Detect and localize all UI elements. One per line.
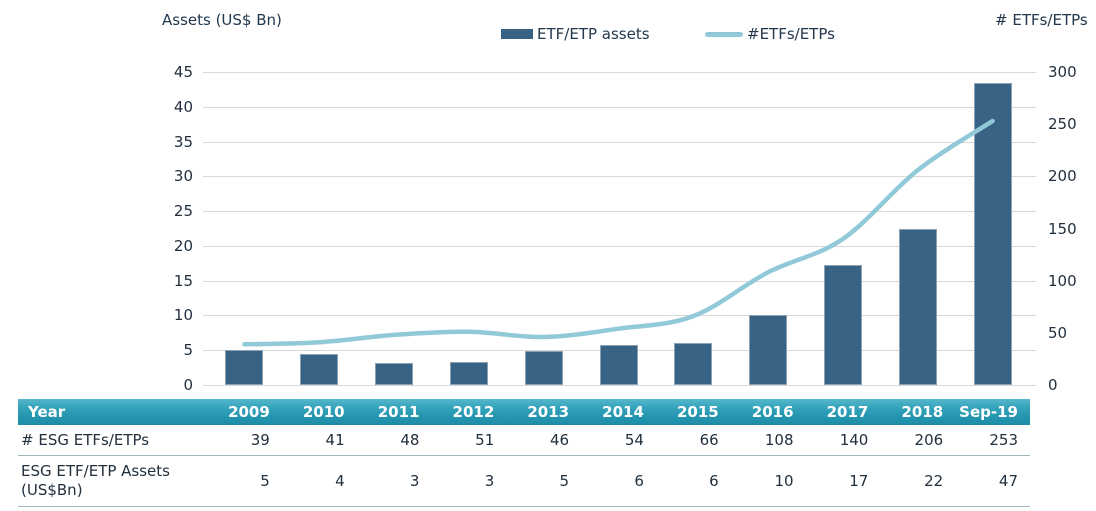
etf-count-cell: 108 <box>764 431 794 449</box>
etf-count-cell: 39 <box>250 431 270 449</box>
bar-2016 <box>749 314 788 385</box>
year-header-cell: 2017 <box>826 403 869 421</box>
etf-assets-cell: 47 <box>998 472 1018 490</box>
etf-count-cell: 48 <box>400 431 420 449</box>
left-axis-title: Assets (US$ Bn) <box>162 11 282 29</box>
bar-2012 <box>449 362 488 385</box>
bar-2009 <box>225 350 264 385</box>
year-header-cell: 2009 <box>228 403 270 421</box>
year-header-cell: 2010 <box>302 403 345 421</box>
gridline <box>203 106 1036 108</box>
gridline <box>203 211 1036 213</box>
etf-assets-cell: 3 <box>409 472 420 490</box>
etf-assets-cell: 10 <box>774 472 794 490</box>
year-header-cell: 2015 <box>676 403 719 421</box>
bar-series-label: ETF/ETP assets <box>537 25 650 43</box>
etf-count-cell: 66 <box>699 431 719 449</box>
table-row-etf-counts: # ESG ETFs/ETPs 39 41 48 51 46 54 66 108 140 206 2… <box>18 425 1030 456</box>
year-header-cell: 2014 <box>602 403 644 421</box>
etf-assets-cell: 6 <box>709 472 719 490</box>
year-header-cell: 2011 <box>377 403 420 421</box>
gridline <box>203 176 1036 178</box>
year-header-cell: 2018 <box>901 403 944 421</box>
etf-count-cell: 51 <box>475 431 495 449</box>
left-axis-tick: 35 <box>173 132 193 151</box>
right-axis-tick: 300 <box>1048 63 1077 81</box>
gridline <box>203 72 1036 73</box>
year-header-cell: 2013 <box>527 403 570 421</box>
data-table: Year 2009 2010 2011 2012 2013 2014 2015 2016 201… <box>18 399 1030 507</box>
left-axis-tick: 25 <box>173 202 193 221</box>
year-header-cell: 2012 <box>452 403 495 421</box>
left-axis-tick: 15 <box>173 271 193 290</box>
line-series-label: #ETFs/ETPs <box>747 25 835 43</box>
etf-assets-cell: 22 <box>924 472 944 490</box>
etf-count-cell: 41 <box>325 431 345 449</box>
right-axis-tick: 250 <box>1048 115 1077 134</box>
right-axis-tick: 100 <box>1048 271 1077 290</box>
bar-2011 <box>375 363 414 385</box>
legend-item-etf-assets: ETF/ETP assets <box>501 25 650 43</box>
etf-count-cell: 54 <box>624 431 644 449</box>
right-axis-tick: 200 <box>1048 167 1077 186</box>
left-axis-tick: 40 <box>173 97 193 116</box>
etf-count-cell: 140 <box>839 431 869 449</box>
bar-Sep-19 <box>973 83 1012 385</box>
row-label-etf-counts: # ESG ETFs/ETPs <box>21 430 150 449</box>
left-axis-tick: 10 <box>173 306 193 325</box>
bar-series-swatch <box>501 29 533 39</box>
bar-2017 <box>823 264 862 385</box>
etf-assets-cell: 5 <box>559 472 570 490</box>
year-header-cell: 2016 <box>751 403 794 421</box>
gridline <box>203 141 1036 143</box>
right-axis-tick: 50 <box>1048 323 1068 342</box>
year-header-cell: Sep-19 <box>959 403 1018 421</box>
right-axis-tick: 150 <box>1048 219 1077 238</box>
gridline <box>203 245 1036 247</box>
left-axis-tick: 20 <box>173 236 193 255</box>
bar-2010 <box>300 354 339 385</box>
etf-assets-cell: 5 <box>260 472 270 490</box>
etf-count-cell: 206 <box>914 431 944 449</box>
etf-assets-cell: 17 <box>849 472 869 490</box>
left-axis-tick: 0 <box>183 376 193 394</box>
left-axis-tick: 45 <box>173 63 193 81</box>
gridline <box>203 315 1036 317</box>
legend-item-etf-count: #ETFs/ETPs <box>705 25 835 43</box>
right-axis-title: # ETFs/ETPs <box>995 11 1088 29</box>
etf-count-line-layer <box>242 118 995 347</box>
bar-2018 <box>898 228 937 385</box>
bar-2015 <box>674 343 713 385</box>
right-axis-tick: 0 <box>1048 376 1058 394</box>
gridline <box>203 385 1036 386</box>
etf-count-line <box>242 118 995 347</box>
etf-count-cell: 46 <box>549 431 570 449</box>
row-label-etf-assets: ESG ETF/ETP Assets (US$Bn) <box>21 462 170 499</box>
etf-assets-cell: 4 <box>335 472 345 490</box>
left-axis-tick: 30 <box>173 167 193 186</box>
year-header-label: Year <box>28 402 66 421</box>
line-series-swatch <box>705 31 743 37</box>
left-axis-tick: 5 <box>183 341 193 360</box>
etf-assets-cell: 6 <box>634 472 644 490</box>
bar-2014 <box>599 345 638 385</box>
table-header-row: Year 2009 2010 2011 2012 2013 2014 2015 2016 201… <box>18 399 1030 425</box>
gridline <box>203 280 1036 282</box>
bar-2013 <box>524 350 563 385</box>
table-row-etf-assets: ESG ETF/ETP Assets (US$Bn) 5 4 3 3 5 6 6 10 17 22… <box>18 456 1030 507</box>
etf-assets-cell: 3 <box>484 472 495 490</box>
etf-count-cell: 253 <box>989 431 1018 449</box>
